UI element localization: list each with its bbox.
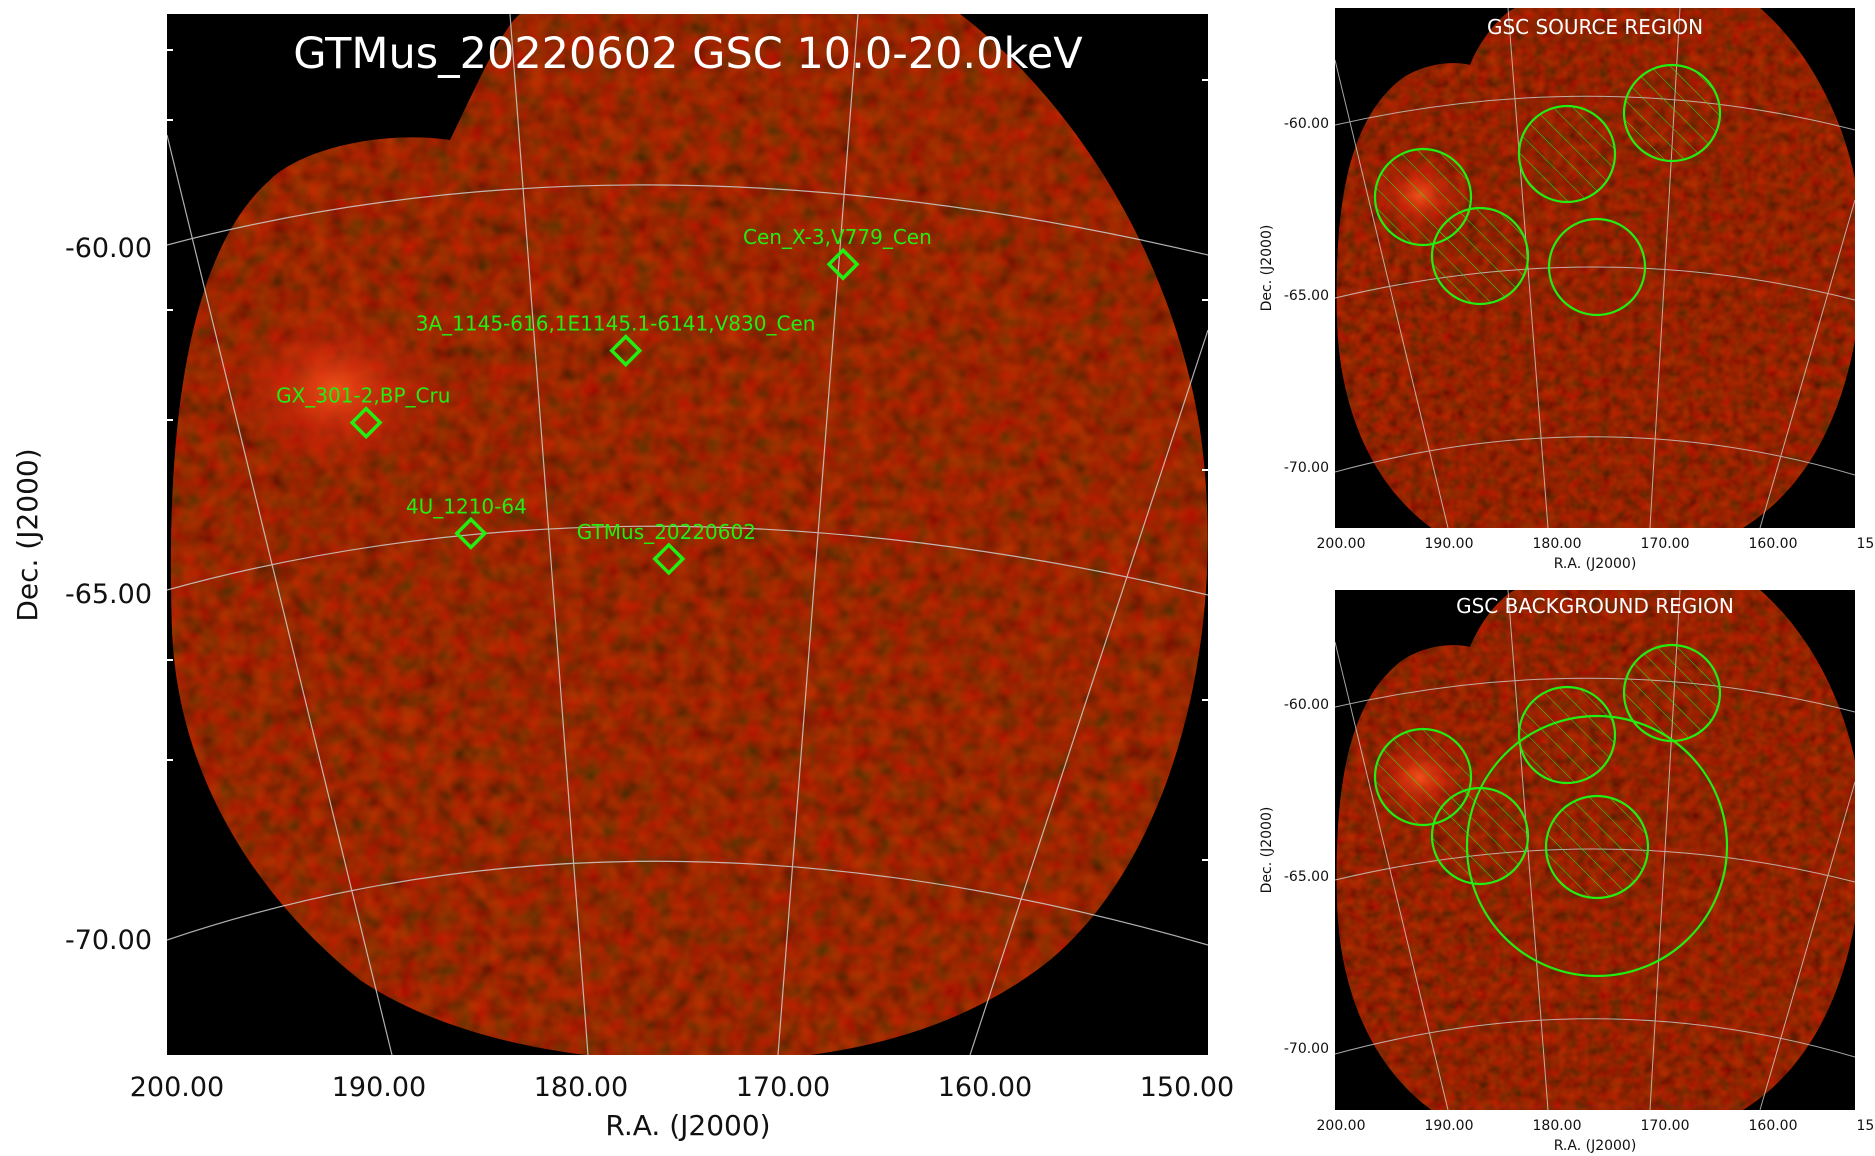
x-tick-label: 170.00 xyxy=(1641,1118,1690,1134)
excluded-source-circle xyxy=(1517,685,1617,785)
target-source-circle xyxy=(1547,217,1647,317)
source-panel-regions xyxy=(1373,63,1722,317)
background-panel-x-ticks: 200.00 190.00 180.00 170.00 160.00 150.00 xyxy=(1317,1118,1875,1134)
x-tick-label: 150.00 xyxy=(1140,1072,1234,1103)
source-marker-diamond xyxy=(652,542,686,576)
source-label: GX_301-2,BP_Cru xyxy=(276,384,450,408)
source-marker-diamond xyxy=(349,406,383,440)
y-tick-label: -60.00 xyxy=(1284,697,1329,713)
x-tick-label: 200.00 xyxy=(130,1072,224,1103)
source-panel-y-ticks: -60.00 -65.00 -70.00 xyxy=(1284,116,1329,476)
background-annulus-circle xyxy=(1465,714,1729,978)
main-y-ticks: -60.00 -65.00 -70.00 xyxy=(65,233,152,956)
source-region-circle xyxy=(1430,206,1530,306)
excluded-source-circle xyxy=(1430,786,1530,886)
y-tick-label: -70.00 xyxy=(1284,1041,1329,1057)
x-tick-label: 180.00 xyxy=(1533,536,1582,552)
source-marker-diamond xyxy=(609,334,643,368)
main-y-axis-label: Dec. (J2000) xyxy=(11,448,44,621)
background-panel-y-ticks: -60.00 -65.00 -70.00 xyxy=(1284,697,1329,1057)
x-tick-label: 190.00 xyxy=(332,1072,426,1103)
background-panel-regions xyxy=(1373,643,1729,978)
y-tick-label: -65.00 xyxy=(1284,869,1329,885)
x-tick-label: 160.00 xyxy=(1749,536,1798,552)
grid-dec-60 xyxy=(167,184,1208,256)
source-region-circle xyxy=(1622,63,1722,163)
x-tick-label: 180.00 xyxy=(534,1072,628,1103)
grid-dec-65 xyxy=(167,525,1208,596)
source-marker-diamond xyxy=(826,247,860,281)
source-panel-grid xyxy=(1335,8,1855,528)
x-tick-label: 180.00 xyxy=(1533,1118,1582,1134)
main-map-noise xyxy=(170,14,1208,1055)
grid-ra-1 xyxy=(167,134,393,1055)
y-tick-label: -70.00 xyxy=(65,925,152,956)
source-label: Cen_X-3,V779_Cen xyxy=(743,225,932,249)
background-panel-y-axis-label: Dec. (J2000) xyxy=(1259,807,1275,894)
main-map-panel: GTMus_20220602 GSC 10.0-20.0keV -60.00-6… xyxy=(11,14,1234,1142)
main-title: GTMus_20220602 GSC 10.0-20.0keV xyxy=(293,29,1083,79)
excluded-source-circle xyxy=(1622,643,1722,743)
background-panel-title: GSC BACKGROUND REGION xyxy=(1456,594,1734,618)
x-tick-label: 150.00 xyxy=(1857,536,1875,552)
source-label: 4U_1210-64 xyxy=(406,494,527,518)
source-region-circle xyxy=(1517,104,1617,204)
source-label: GTMus_20220602 xyxy=(577,520,756,544)
grid-ra-2 xyxy=(509,14,589,1055)
main-x-ticks: 200.00 190.00 180.00 170.00 160.00 150.00 xyxy=(130,1072,1234,1103)
x-tick-label: 150.00 xyxy=(1857,1118,1875,1134)
source-panel-x-ticks: 200.00 190.00 180.00 170.00 160.00 150.00 xyxy=(1317,536,1875,552)
x-tick-label: 170.00 xyxy=(1641,536,1690,552)
source-label: 3A_1145-616,1E1145.1-6141,V830_Cen xyxy=(416,312,816,336)
main-grid xyxy=(167,14,1208,1055)
y-tick-label: -60.00 xyxy=(1284,116,1329,132)
x-tick-label: 170.00 xyxy=(736,1072,830,1103)
grid-ra-3 xyxy=(777,14,859,1055)
y-tick-label: -65.00 xyxy=(65,579,152,610)
main-border-ticks xyxy=(167,49,1208,861)
y-tick-label: -60.00 xyxy=(65,233,152,264)
source-panel-x-axis-label: R.A. (J2000) xyxy=(1554,556,1637,572)
source-panel-map-noise xyxy=(1336,8,1855,528)
main-x-axis-label: R.A. (J2000) xyxy=(605,1109,770,1142)
grid-ra-4 xyxy=(969,329,1208,1055)
source-region-panel: GSC SOURCE REGION -60.00 -65.00 -70.00 200… xyxy=(1259,8,1875,572)
x-tick-label: 160.00 xyxy=(1749,1118,1798,1134)
grid-dec-70 xyxy=(167,860,1208,946)
background-panel-x-axis-label: R.A. (J2000) xyxy=(1554,1138,1637,1154)
source-marker-diamond xyxy=(454,516,488,550)
excluded-source-circle xyxy=(1544,794,1650,900)
x-tick-label: 160.00 xyxy=(938,1072,1032,1103)
x-tick-label: 200.00 xyxy=(1317,1118,1366,1134)
source-panel-title: GSC SOURCE REGION xyxy=(1487,15,1703,39)
y-tick-label: -70.00 xyxy=(1284,460,1329,476)
source-markers: Cen_X-3,V779_Cen 3A_1145-616,1E1145.1-614… xyxy=(276,225,932,576)
background-region-panel: GSC BACKGROUND REGION -60.00 -65.00 -70.00… xyxy=(1259,590,1875,1154)
source-panel-y-axis-label: Dec. (J2000) xyxy=(1259,225,1275,312)
x-tick-label: 190.00 xyxy=(1425,1118,1474,1134)
x-tick-label: 200.00 xyxy=(1317,536,1366,552)
y-tick-label: -65.00 xyxy=(1284,288,1329,304)
x-tick-label: 190.00 xyxy=(1425,536,1474,552)
main-map-hotspot xyxy=(225,305,445,475)
